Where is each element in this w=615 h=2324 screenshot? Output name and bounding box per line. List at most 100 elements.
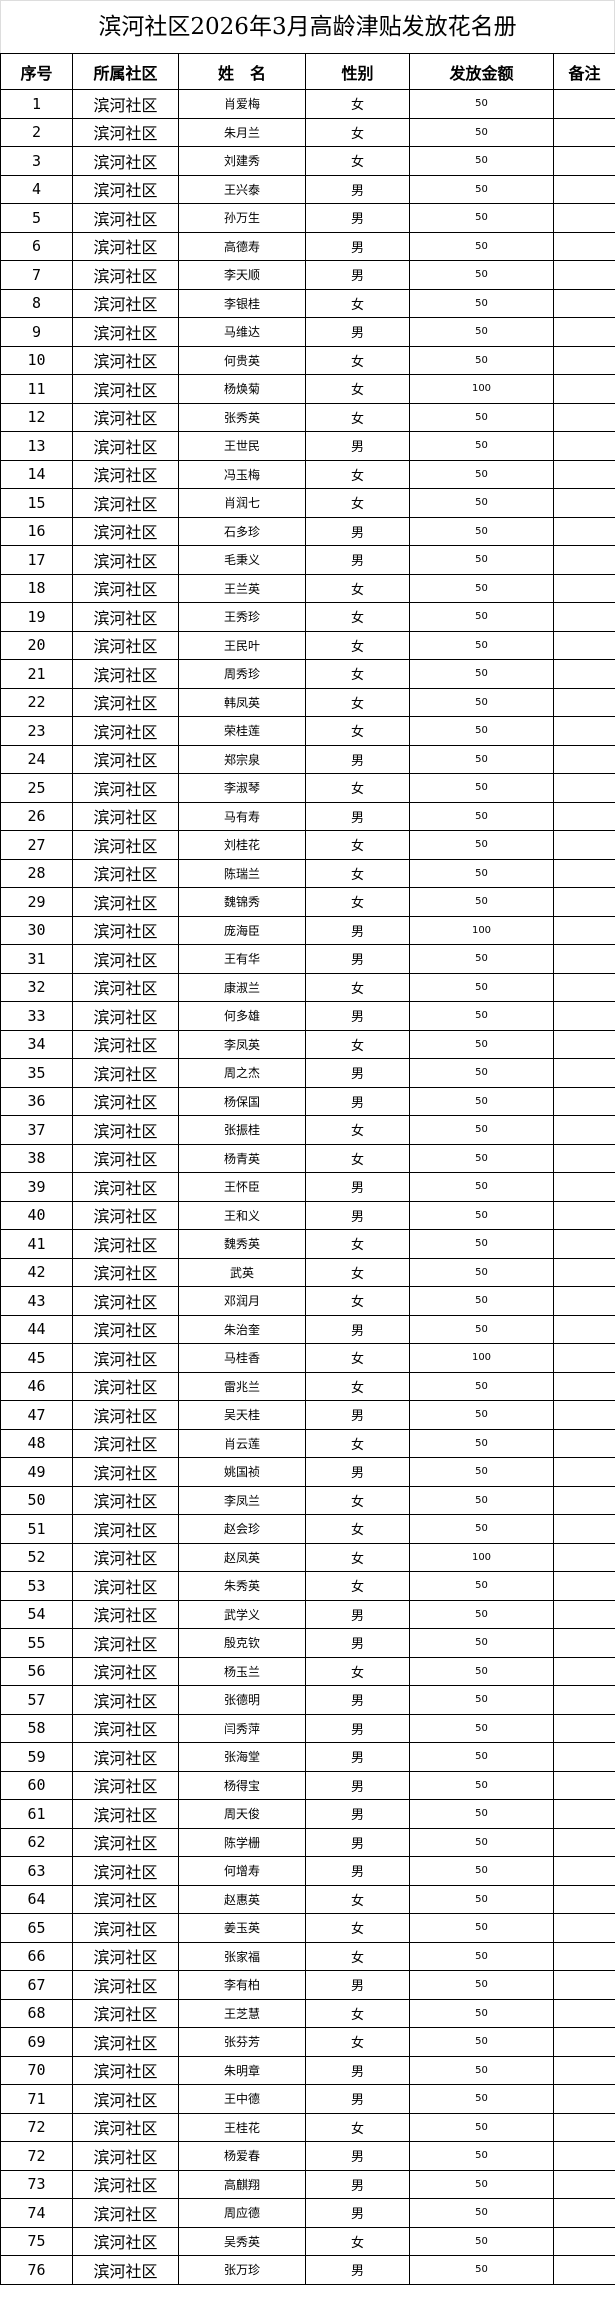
amount-cell: 50: [409, 2084, 554, 2114]
seq-cell: 14: [0, 459, 73, 489]
note-cell: [553, 89, 615, 119]
name-cell: 何多雄: [178, 1001, 306, 1031]
amount-cell: 50: [409, 231, 554, 261]
community-cell: 滨河社区: [72, 174, 179, 204]
note-cell: [553, 830, 615, 860]
name-cell: 高德寿: [178, 231, 306, 261]
table-row: 19 滨河社区 王秀珍女 50: [0, 602, 615, 632]
amount-cell: 50: [409, 1998, 554, 2028]
amount-cell: 50: [409, 1628, 554, 1658]
amount-cell: 50: [409, 2055, 554, 2085]
note-cell: [553, 488, 615, 518]
gender-cell: 男: [305, 317, 410, 347]
name-cell: 杨保国: [178, 1086, 306, 1116]
community-cell: 滨河社区: [72, 2255, 179, 2285]
note-cell: [553, 716, 615, 746]
gender-cell: 女: [305, 1941, 410, 1971]
gender-cell: 女: [305, 573, 410, 603]
community-cell: 滨河社区: [72, 1542, 179, 1572]
note-cell: [553, 1685, 615, 1715]
seq-cell: 50: [0, 1485, 73, 1515]
amount-cell: 50: [409, 1941, 554, 1971]
name-cell: 肖云莲: [178, 1428, 306, 1458]
community-cell: 滨河社区: [72, 1200, 179, 1230]
community-cell: 滨河社区: [72, 1428, 179, 1458]
note-cell: [553, 1172, 615, 1202]
page-title: 滨河社区2026年3月高龄津贴发放花名册: [0, 0, 615, 53]
note-cell: [553, 117, 615, 147]
name-cell: 李凤兰: [178, 1485, 306, 1515]
gender-cell: 女: [305, 402, 410, 432]
seq-cell: 38: [0, 1143, 73, 1173]
gender-cell: 女: [305, 1371, 410, 1401]
note-cell: [553, 1599, 615, 1629]
name-cell: 张海堂: [178, 1742, 306, 1772]
table-row: 36 滨河社区 杨保国男 50: [0, 1086, 615, 1116]
note-cell: [553, 1913, 615, 1943]
gender-cell: 女: [305, 89, 410, 119]
seq-cell: 15: [0, 488, 73, 518]
seq-cell: 46: [0, 1371, 73, 1401]
seq-cell: 30: [0, 915, 73, 945]
community-cell: 滨河社区: [72, 1656, 179, 1686]
note-cell: [553, 1884, 615, 1914]
seq-cell: 11: [0, 374, 73, 404]
name-cell: 周秀珍: [178, 659, 306, 689]
community-cell: 滨河社区: [72, 2198, 179, 2228]
community-cell: 滨河社区: [72, 2027, 179, 2057]
note-cell: [553, 1571, 615, 1601]
gender-cell: 女: [305, 1428, 410, 1458]
table-row: 2 滨河社区 朱月兰女 50: [0, 117, 615, 147]
gender-cell: 男: [305, 231, 410, 261]
amount-cell: 50: [409, 459, 554, 489]
amount-cell: 50: [409, 1086, 554, 1116]
note-cell: [553, 915, 615, 945]
seq-cell: 48: [0, 1428, 73, 1458]
amount-cell: 50: [409, 1770, 554, 1800]
community-cell: 滨河社区: [72, 1827, 179, 1857]
table-row: 48 滨河社区 肖云莲女 50: [0, 1428, 615, 1458]
community-cell: 滨河社区: [72, 687, 179, 717]
table-row: 14 滨河社区 冯玉梅女 50: [0, 459, 615, 489]
roster-table: 序号 所属社区 姓 名 性别 发放金额 备注 1 滨河社区 肖爱梅女 50 2 滨河社区朱…: [0, 53, 615, 2285]
seq-cell: 72: [0, 2141, 73, 2171]
amount-cell: 50: [409, 2027, 554, 2057]
gender-cell: 男: [305, 431, 410, 461]
table-row: 71 滨河社区 王中德男 50: [0, 2084, 615, 2114]
table-row: 22 滨河社区 韩凤英女 50: [0, 687, 615, 717]
name-cell: 朱治奎: [178, 1314, 306, 1344]
seq-cell: 70: [0, 2055, 73, 2085]
table-row: 26 滨河社区 马有寿男 50: [0, 801, 615, 831]
community-cell: 滨河社区: [72, 1029, 179, 1059]
name-cell: 邓润月: [178, 1286, 306, 1316]
table-row: 30 滨河社区 庞海臣男 100: [0, 915, 615, 945]
table-row: 59 滨河社区 张海堂男 50: [0, 1742, 615, 1772]
name-cell: 李银桂: [178, 288, 306, 318]
name-cell: 王中德: [178, 2084, 306, 2114]
header-seq: 序号: [0, 53, 73, 90]
name-cell: 何增寿: [178, 1856, 306, 1886]
gender-cell: 女: [305, 773, 410, 803]
note-cell: [553, 659, 615, 689]
table-row: 7 滨河社区 李天顺男 50: [0, 260, 615, 290]
table-row: 44 滨河社区 朱治奎男 50: [0, 1314, 615, 1344]
gender-cell: 女: [305, 716, 410, 746]
table-row: 15 滨河社区 肖润七女 50: [0, 488, 615, 518]
seq-cell: 61: [0, 1799, 73, 1829]
note-cell: [553, 1485, 615, 1515]
community-cell: 滨河社区: [72, 630, 179, 660]
name-cell: 马维达: [178, 317, 306, 347]
note-cell: [553, 1457, 615, 1487]
note-cell: [553, 602, 615, 632]
community-cell: 滨河社区: [72, 1856, 179, 1886]
amount-cell: 50: [409, 1571, 554, 1601]
name-cell: 杨得宝: [178, 1770, 306, 1800]
gender-cell: 女: [305, 1571, 410, 1601]
seq-cell: 60: [0, 1770, 73, 1800]
name-cell: 李凤英: [178, 1029, 306, 1059]
name-cell: 朱明章: [178, 2055, 306, 2085]
community-cell: 滨河社区: [72, 944, 179, 974]
community-cell: 滨河社区: [72, 1485, 179, 1515]
name-cell: 孙万生: [178, 203, 306, 233]
name-cell: 荣桂莲: [178, 716, 306, 746]
